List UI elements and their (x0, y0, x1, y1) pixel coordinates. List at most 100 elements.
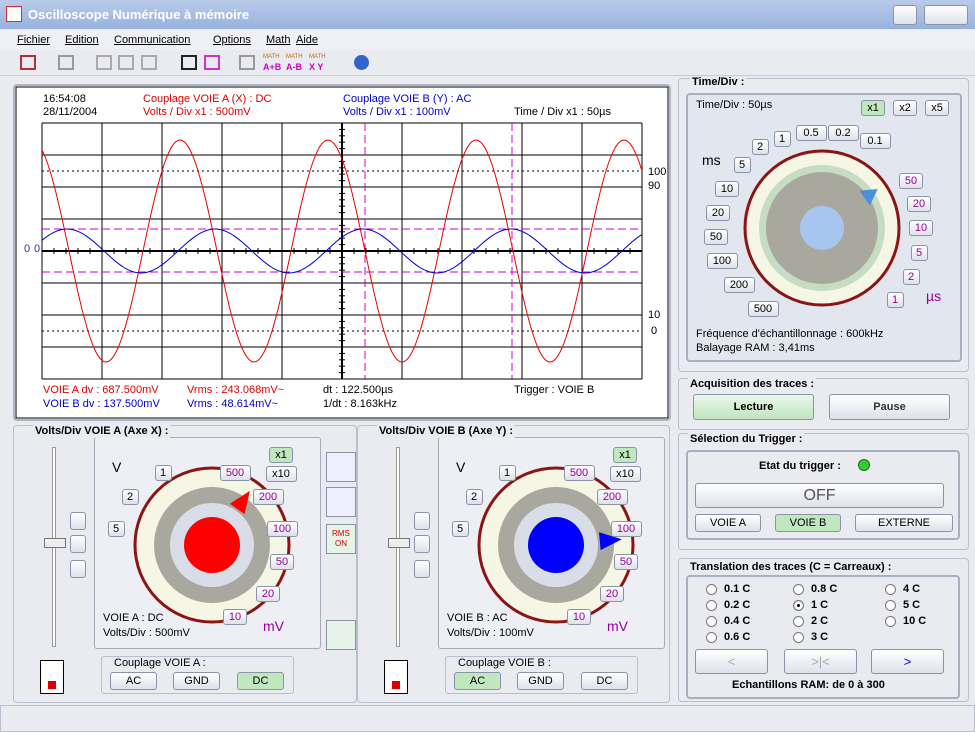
us-label[interactable]: 1 (886, 292, 904, 308)
volt-label[interactable]: 1 (154, 465, 172, 481)
scroll-button[interactable] (414, 535, 430, 553)
coupling-button[interactable]: GND (173, 672, 220, 690)
radio-button[interactable] (885, 616, 896, 627)
toolbar-icon[interactable] (58, 55, 74, 70)
volt-label[interactable]: 50 (614, 554, 638, 570)
toolbar-icon[interactable] (239, 55, 255, 70)
toolbar-icon[interactable] (141, 55, 157, 70)
help-icon[interactable] (354, 55, 369, 70)
volt-label[interactable]: 50 (270, 554, 294, 570)
radio-button[interactable] (793, 616, 804, 627)
volt-label[interactable]: 2 (465, 489, 483, 505)
coupling-button[interactable]: GND (517, 672, 564, 690)
multiplier-button[interactable]: x1 (861, 100, 885, 116)
toolbar-icon[interactable] (96, 55, 112, 70)
xy-button[interactable] (326, 620, 356, 650)
volt-label[interactable]: 5 (451, 521, 469, 537)
radio-button[interactable] (793, 632, 804, 643)
radio-button[interactable] (706, 616, 717, 627)
scroll-button[interactable] (70, 535, 86, 553)
coupling-button[interactable]: AC (454, 672, 501, 690)
trigger-source[interactable]: VOIE B (775, 514, 841, 532)
close-button[interactable] (924, 5, 968, 25)
menu-item[interactable]: Edition (65, 34, 99, 46)
minimize-button[interactable] (893, 5, 917, 25)
radio-button[interactable] (793, 600, 804, 611)
cursor-button[interactable] (326, 452, 356, 482)
power-switch[interactable] (384, 660, 408, 694)
slider-thumb[interactable] (388, 538, 410, 548)
volt-label[interactable]: 10 (567, 609, 591, 625)
coupling-button[interactable]: AC (110, 672, 157, 690)
ms-label[interactable]: 50 (704, 229, 728, 245)
multiplier-button[interactable]: x2 (893, 100, 917, 116)
us-label[interactable]: 50 (899, 173, 923, 189)
volt-label[interactable]: 100 (610, 521, 642, 537)
slider-thumb[interactable] (44, 538, 66, 548)
volt-label[interactable]: 10 (223, 609, 247, 625)
menu-item[interactable]: Aide (296, 34, 319, 46)
cursor-button[interactable] (326, 487, 356, 517)
ms-label[interactable]: 100 (706, 253, 738, 269)
radio-button[interactable] (885, 584, 896, 595)
translation-button[interactable]: >|< (784, 649, 857, 674)
ms-label[interactable]: 500 (747, 301, 779, 317)
volt-label[interactable]: 2 (121, 489, 139, 505)
toolbar-icon[interactable] (20, 55, 36, 70)
volt-label[interactable]: 1 (498, 465, 516, 481)
multiplier-button[interactable]: x10 (265, 466, 297, 482)
ms-label[interactable]: 0.1 (859, 133, 891, 149)
radio-button[interactable] (706, 632, 717, 643)
us-label[interactable]: 2 (902, 269, 920, 285)
us-label[interactable]: 20 (907, 196, 931, 212)
menu-item[interactable]: Communication (114, 34, 191, 46)
volt-label[interactable]: 20 (600, 586, 624, 602)
scroll-button[interactable] (70, 512, 86, 530)
ms-label[interactable]: 10 (715, 181, 739, 197)
play-button[interactable]: Lecture (693, 394, 814, 420)
us-label[interactable]: 10 (909, 220, 933, 236)
us-label[interactable]: 5 (910, 245, 928, 261)
multiplier-button[interactable]: x10 (609, 466, 641, 482)
translation-button[interactable]: > (871, 649, 944, 674)
volt-label[interactable]: 20 (256, 586, 280, 602)
radio-button[interactable] (885, 600, 896, 611)
coupling-button[interactable]: DC (581, 672, 628, 690)
ms-label[interactable]: 2 (751, 139, 769, 155)
coupling-button[interactable]: DC (237, 672, 284, 690)
vrms-b: Vrms : 48.614mV~ (187, 398, 278, 410)
trigger-source[interactable]: VOIE A (695, 514, 761, 532)
toolbar-icon[interactable] (204, 55, 220, 70)
trigger-off-button[interactable]: OFF (695, 483, 944, 508)
rms-button[interactable] (326, 524, 356, 554)
ms-label[interactable]: 0.2 (827, 125, 859, 141)
toolbar-icon[interactable] (181, 55, 197, 70)
volt-label[interactable]: 200 (596, 489, 628, 505)
ms-label[interactable]: 200 (723, 277, 755, 293)
volt-label[interactable]: 500 (563, 465, 595, 481)
multiplier-button[interactable]: x1 (613, 447, 637, 463)
radio-button[interactable] (706, 584, 717, 595)
ms-label[interactable]: 0.5 (795, 125, 827, 141)
volt-label[interactable]: 200 (252, 489, 284, 505)
scroll-button[interactable] (414, 512, 430, 530)
pause-button[interactable]: Pause (829, 394, 950, 420)
multiplier-button[interactable]: x1 (269, 447, 293, 463)
multiplier-button[interactable]: x5 (925, 100, 949, 116)
menu-item[interactable]: Fichier (17, 34, 51, 46)
volt-label[interactable]: 500 (219, 465, 251, 481)
menu-item[interactable]: Options (213, 34, 251, 46)
scroll-button[interactable] (414, 560, 430, 578)
ms-label[interactable]: 5 (733, 157, 751, 173)
translation-button[interactable]: < (695, 649, 768, 674)
scroll-button[interactable] (70, 560, 86, 578)
volt-label[interactable]: 5 (107, 521, 125, 537)
radio-button[interactable] (706, 600, 717, 611)
radio-button[interactable] (793, 584, 804, 595)
menu-item[interactable]: Math (266, 34, 291, 46)
toolbar-icon[interactable] (118, 55, 134, 70)
ms-label[interactable]: 20 (706, 205, 730, 221)
trigger-source[interactable]: EXTERNE (855, 514, 953, 532)
volt-label[interactable]: 100 (266, 521, 298, 537)
ms-label[interactable]: 1 (773, 131, 791, 147)
